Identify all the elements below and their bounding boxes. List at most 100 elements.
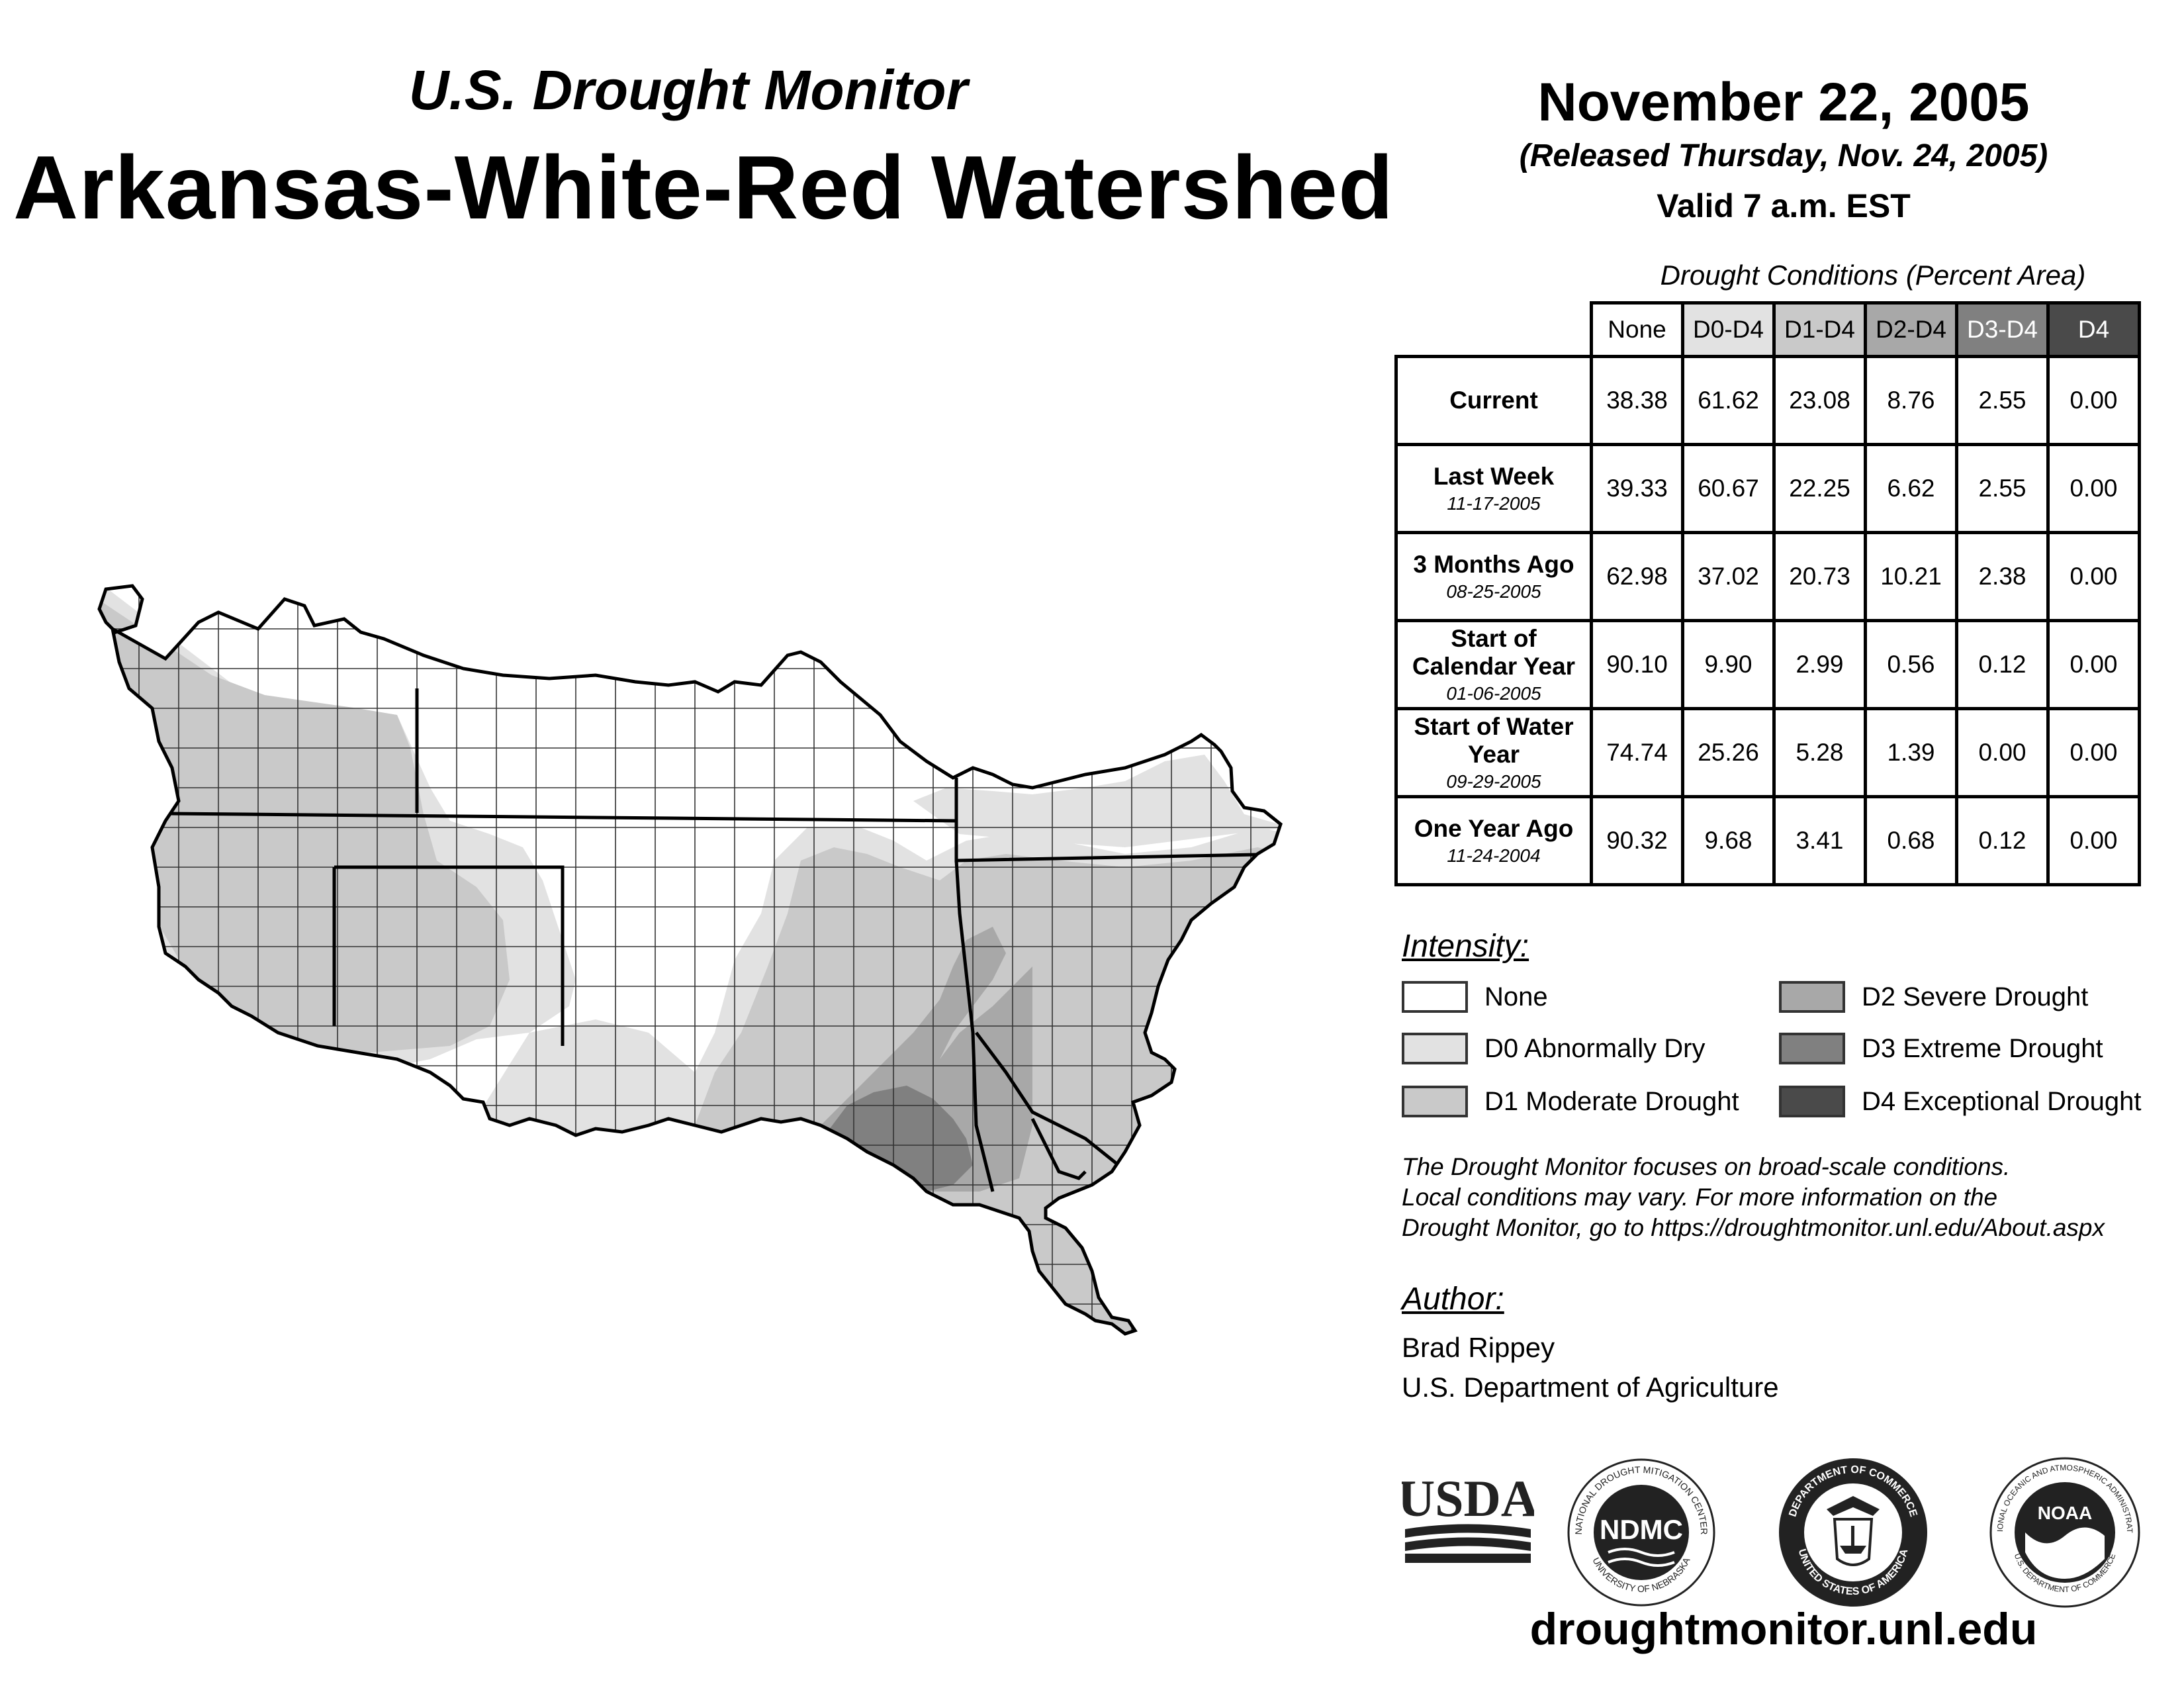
subtitle: U.S. Drought Monitor — [408, 59, 968, 121]
table-cell: 61.62 — [1681, 355, 1776, 446]
table-cell: 6.62 — [1864, 443, 1958, 534]
table-cell: 0.12 — [1955, 619, 2050, 710]
d3-region — [827, 1086, 973, 1192]
table-cell: 25.26 — [1681, 707, 1776, 798]
noaa-bird-icon — [2025, 1527, 2105, 1579]
row-label-date: 11-17-2005 — [1447, 493, 1541, 514]
eagle-icon — [1827, 1496, 1880, 1516]
drought-table: None D0-D4 D1-D4 D2-D4 D3-D4 D4 Current … — [1394, 301, 2141, 886]
table-cell: 8.76 — [1864, 355, 1958, 446]
legend-swatch — [1402, 1033, 1468, 1064]
table-cell: 0.00 — [2046, 619, 2141, 710]
author-title: Author: — [1402, 1282, 1504, 1317]
legend-label: D2 Severe Drought — [1862, 982, 2089, 1011]
table-cell: 22.25 — [1772, 443, 1867, 534]
row-label-date: 09-29-2005 — [1446, 771, 1541, 792]
table-cell: 2.55 — [1955, 443, 2050, 534]
table-cell: 37.02 — [1681, 531, 1776, 622]
table-cell: 10.21 — [1864, 531, 1958, 622]
row-label-date: 11-24-2004 — [1447, 845, 1541, 866]
table-cell: 2.55 — [1955, 355, 2050, 446]
row-label: Current — [1394, 355, 1593, 446]
release-date: (Released Thursday, Nov. 24, 2005) — [1519, 138, 2048, 173]
legend-swatch — [1402, 981, 1468, 1013]
table-cell: 5.28 — [1772, 707, 1867, 798]
table-cell: 74.74 — [1590, 707, 1684, 798]
page-title: Arkansas-White-Red Watershed — [13, 137, 1394, 238]
legend-label: D4 Exceptional Drought — [1862, 1087, 2142, 1116]
map-date: November 22, 2005 — [1537, 72, 2030, 132]
table-row: 3 Months Ago 08-25-2005 62.98 37.02 20.73… — [1394, 531, 2141, 622]
legend-title: Intensity: — [1402, 929, 1529, 964]
legend-swatch — [1402, 1086, 1468, 1117]
row-label-text: Start of Calendar Year — [1412, 625, 1576, 680]
column-header: D4 — [2046, 301, 2141, 358]
legend-swatch — [1779, 981, 1845, 1013]
row-label: Start of Calendar Year 01-06-2005 — [1394, 619, 1593, 710]
column-header: D3-D4 — [1955, 301, 2050, 358]
row-label: Last Week 11-17-2005 — [1394, 443, 1593, 534]
legend-label: D0 Abnormally Dry — [1484, 1034, 1706, 1063]
table-cell: 3.41 — [1772, 795, 1867, 886]
table-caption: Drought Conditions (Percent Area) — [1660, 259, 2086, 291]
ndmc-text: NDMC — [1600, 1514, 1683, 1545]
author-org: U.S. Department of Agriculture — [1402, 1372, 1779, 1403]
legend-swatch — [1779, 1086, 1845, 1117]
table-cell: 23.08 — [1772, 355, 1867, 446]
table-cell: 2.99 — [1772, 619, 1867, 710]
table-row: Last Week 11-17-2005 39.33 60.67 22.25 6.… — [1394, 443, 2141, 534]
doc-logo: DEPARTMENT OF COMMERCE UNITED STATES OF … — [1779, 1458, 1927, 1607]
row-label-text: Last Week — [1433, 463, 1555, 490]
d0-region-north — [913, 755, 1281, 847]
table-cell: 20.73 — [1772, 531, 1867, 622]
table-cell: 38.38 — [1590, 355, 1684, 446]
table-cell: 39.33 — [1590, 443, 1684, 534]
row-label-date: 01-06-2005 — [1446, 683, 1541, 704]
column-header: D1-D4 — [1772, 301, 1867, 358]
row-label-date: 08-25-2005 — [1446, 581, 1541, 602]
row-label: One Year Ago 11-24-2004 — [1394, 795, 1593, 886]
table-corner — [1396, 303, 1593, 358]
note-line: Local conditions may vary. For more info… — [1402, 1184, 1998, 1211]
table-cell: 1.39 — [1864, 707, 1958, 798]
table-cell: 0.68 — [1864, 795, 1958, 886]
table-cell: 2.38 — [1955, 531, 2050, 622]
legend-label: D3 Extreme Drought — [1862, 1034, 2103, 1063]
table-cell: 90.32 — [1590, 795, 1684, 886]
author-name: Brad Rippey — [1402, 1332, 1555, 1363]
valid-time: Valid 7 a.m. EST — [1657, 187, 1911, 224]
ndmc-logo: NATIONAL DROUGHT MITIGATION CENTER UNIVE… — [1567, 1458, 1715, 1607]
table-header-row: None D0-D4 D1-D4 D2-D4 D3-D4 D4 — [1396, 301, 2141, 358]
table-cell: 0.00 — [2046, 355, 2141, 446]
website-link[interactable]: droughtmonitor.unl.edu — [1529, 1604, 2038, 1654]
table-cell: 60.67 — [1681, 443, 1776, 534]
d1-region-west — [99, 596, 510, 1053]
row-label-text: 3 Months Ago — [1413, 551, 1574, 578]
table-cell: 0.00 — [2046, 707, 2141, 798]
row-label: Start of Water Year 09-29-2005 — [1394, 707, 1593, 798]
watershed-map — [0, 0, 1377, 1390]
table-row: Start of Calendar Year 01-06-2005 90.10 9… — [1394, 619, 2141, 710]
noaa-text: NOAA — [2038, 1503, 2092, 1523]
table-cell: 0.00 — [1955, 707, 2050, 798]
usda-logo: USDA — [1402, 1470, 1534, 1563]
table-cell: 9.90 — [1681, 619, 1776, 710]
note-line: The Drought Monitor focuses on broad-sca… — [1402, 1153, 2011, 1180]
column-header: None — [1590, 301, 1684, 358]
row-label-text: Start of Water Year — [1414, 713, 1574, 768]
note-line: Drought Monitor, go to https://droughtmo… — [1402, 1214, 2105, 1241]
table-row: Start of Water Year 09-29-2005 74.74 25.2… — [1394, 707, 2141, 798]
row-label: 3 Months Ago 08-25-2005 — [1394, 531, 1593, 622]
legend-label: D1 Moderate Drought — [1484, 1087, 1739, 1116]
legend-label: None — [1484, 982, 1548, 1011]
usda-text: USDA — [1402, 1470, 1534, 1527]
table-row: One Year Ago 11-24-2004 90.32 9.68 3.41 0… — [1394, 795, 2141, 886]
row-label-text: One Year Ago — [1414, 815, 1574, 842]
legend-swatch — [1779, 1033, 1845, 1064]
column-header: D2-D4 — [1864, 301, 1958, 358]
table-cell: 0.00 — [2046, 531, 2141, 622]
table-row: Current 38.38 61.62 23.08 8.76 2.55 0.00 — [1394, 355, 2141, 446]
state-boundaries — [99, 688, 1281, 1192]
table-cell: 0.12 — [1955, 795, 2050, 886]
table-cell: 9.68 — [1681, 795, 1776, 886]
